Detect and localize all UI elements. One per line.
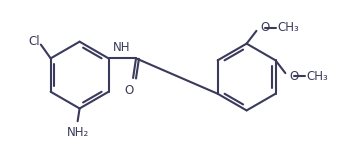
Text: O: O: [289, 70, 299, 83]
Text: CH₃: CH₃: [306, 70, 328, 83]
Text: O: O: [261, 21, 270, 34]
Text: NH₂: NH₂: [66, 126, 89, 139]
Text: NH: NH: [113, 41, 130, 54]
Text: O: O: [125, 84, 134, 97]
Text: CH₃: CH₃: [277, 21, 299, 34]
Text: Cl: Cl: [28, 35, 40, 48]
